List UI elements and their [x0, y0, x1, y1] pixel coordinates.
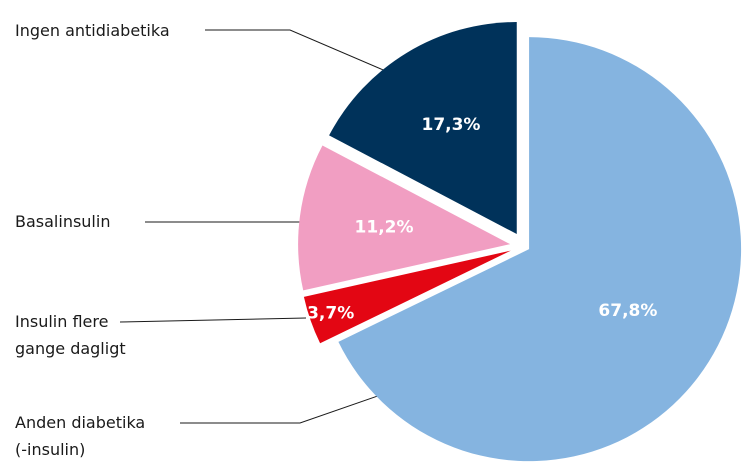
pie-slice — [298, 145, 511, 291]
pie-slice — [329, 22, 517, 235]
category-label: Insulin flere gange dagligt — [15, 312, 126, 358]
leader-line — [119, 317, 307, 323]
pie-slice — [303, 250, 511, 344]
value-label: 11,2% — [355, 217, 414, 237]
leader-line — [205, 29, 403, 79]
category-label: Anden diabetika (-insulin) — [15, 413, 146, 459]
category-label: Ingen antidiabetika — [15, 21, 170, 40]
category-label: Basalinsulin — [15, 212, 111, 231]
value-label: 67,8% — [598, 301, 657, 321]
value-label: 3,7% — [307, 304, 354, 324]
value-label: 17,3% — [421, 115, 480, 135]
pie-slice — [338, 37, 742, 462]
